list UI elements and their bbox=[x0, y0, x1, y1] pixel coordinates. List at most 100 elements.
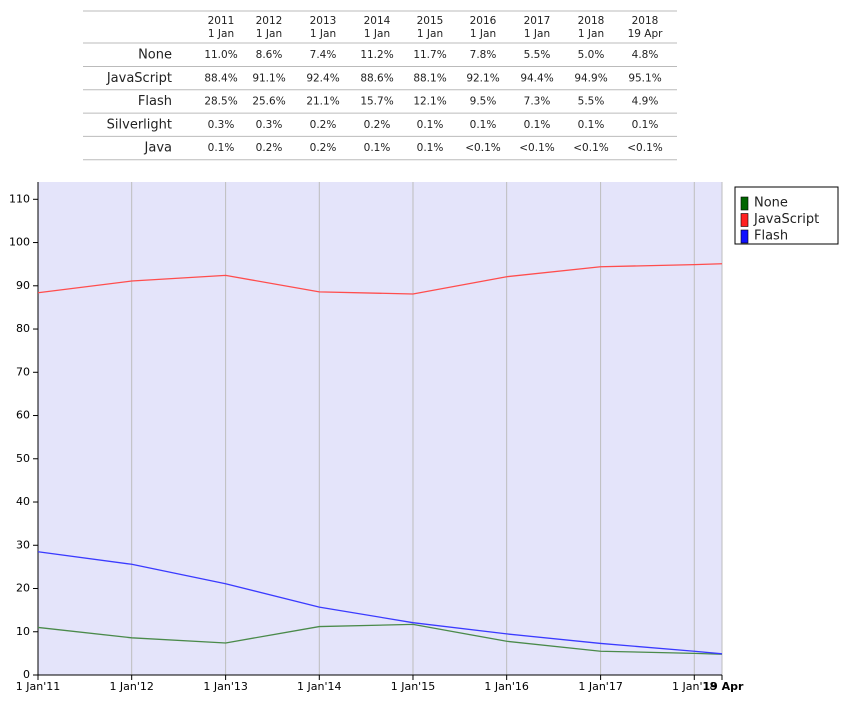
y-tick-label: 50 bbox=[16, 452, 30, 465]
legend-label: Flash bbox=[754, 229, 788, 244]
table-cell: 11.0% bbox=[204, 49, 237, 61]
series-line bbox=[37, 551, 723, 655]
table-cell: 0.1% bbox=[364, 142, 391, 154]
table-cell: 7.4% bbox=[310, 49, 337, 61]
legend-label: JavaScript bbox=[753, 212, 819, 227]
x-tick-label: 1 Jan'11 bbox=[16, 680, 60, 693]
y-tick-label: 100 bbox=[9, 236, 30, 249]
table-cell: 92.4% bbox=[306, 72, 339, 84]
table-cell: 4.9% bbox=[632, 96, 659, 108]
table-cell: 88.4% bbox=[204, 72, 237, 84]
row-label: Flash bbox=[138, 94, 172, 109]
column-date: 1 Jan bbox=[256, 28, 282, 40]
table-cell: 0.3% bbox=[208, 119, 235, 131]
column-year: 2018 bbox=[578, 15, 605, 27]
row-label: None bbox=[138, 48, 172, 63]
table-cell: 9.5% bbox=[470, 96, 497, 108]
column-date: 1 Jan bbox=[364, 28, 390, 40]
x-tick-label: 1 Jan'13 bbox=[203, 680, 247, 693]
legend-label: None bbox=[754, 196, 788, 211]
table-cell: 0.1% bbox=[470, 119, 497, 131]
y-tick-label: 80 bbox=[16, 322, 30, 335]
x-tick-label: 1 Jan'16 bbox=[484, 680, 528, 693]
table-cell: 91.1% bbox=[252, 72, 285, 84]
x-tick-label: 1 Jan'17 bbox=[578, 680, 622, 693]
x-tick-label: 19 Apr bbox=[703, 680, 745, 693]
table-cell: 11.7% bbox=[413, 49, 446, 61]
row-label: Java bbox=[144, 141, 172, 156]
table-cell: 11.2% bbox=[360, 49, 393, 61]
series-line bbox=[37, 623, 723, 655]
table-cell: 7.8% bbox=[470, 49, 497, 61]
column-year: 2014 bbox=[364, 15, 391, 27]
table-cell: 5.5% bbox=[524, 49, 551, 61]
table-cell: 15.7% bbox=[360, 96, 393, 108]
table-cell: <0.1% bbox=[573, 142, 608, 154]
legend-box bbox=[734, 186, 839, 245]
y-tick-label: 60 bbox=[16, 409, 30, 422]
table-cell: 88.6% bbox=[360, 72, 393, 84]
table-cell: 0.1% bbox=[524, 119, 551, 131]
table-cell: 7.3% bbox=[524, 96, 551, 108]
plot-area bbox=[38, 182, 722, 675]
column-year: 2011 bbox=[208, 15, 235, 27]
column-date: 1 Jan bbox=[524, 28, 550, 40]
table-cell: 94.9% bbox=[574, 72, 607, 84]
x-tick-label: 1 Jan'12 bbox=[109, 680, 153, 693]
column-year: 2015 bbox=[417, 15, 444, 27]
y-tick-label: 40 bbox=[16, 495, 30, 508]
table-cell: 28.5% bbox=[204, 96, 237, 108]
series-line bbox=[37, 263, 723, 295]
table-cell: 8.6% bbox=[256, 49, 283, 61]
y-tick-label: 10 bbox=[16, 625, 30, 638]
y-tick-label: 20 bbox=[16, 582, 30, 595]
table-cell: 0.1% bbox=[578, 119, 605, 131]
table-cell: 0.1% bbox=[417, 119, 444, 131]
table-cell: <0.1% bbox=[519, 142, 554, 154]
column-date: 1 Jan bbox=[310, 28, 336, 40]
table-cell: 5.0% bbox=[578, 49, 605, 61]
table-cell: 95.1% bbox=[628, 72, 661, 84]
row-label: Silverlight bbox=[107, 117, 172, 132]
legend-swatch bbox=[740, 229, 749, 244]
table-cell: 0.2% bbox=[310, 119, 337, 131]
legend-swatch bbox=[740, 196, 749, 211]
table-cell: 12.1% bbox=[413, 96, 446, 108]
column-year: 2017 bbox=[524, 15, 551, 27]
column-date: 1 Jan bbox=[578, 28, 604, 40]
table-cell: <0.1% bbox=[627, 142, 662, 154]
column-date: 19 Apr bbox=[628, 28, 664, 40]
table-cell: 0.3% bbox=[256, 119, 283, 131]
column-year: 2012 bbox=[256, 15, 283, 27]
column-year: 2013 bbox=[310, 15, 337, 27]
table-cell: 88.1% bbox=[413, 72, 446, 84]
x-tick-label: 1 Jan'18 bbox=[672, 680, 716, 693]
x-tick-label: 1 Jan'14 bbox=[297, 680, 341, 693]
table-cell: 0.2% bbox=[310, 142, 337, 154]
table-cell: 5.5% bbox=[578, 96, 605, 108]
table-cell: 25.6% bbox=[252, 96, 285, 108]
y-tick-label: 110 bbox=[9, 192, 30, 205]
y-tick-label: 30 bbox=[16, 538, 30, 551]
table-cell: 0.2% bbox=[364, 119, 391, 131]
column-date: 1 Jan bbox=[470, 28, 496, 40]
table-cell: 0.1% bbox=[417, 142, 444, 154]
table-cell: <0.1% bbox=[465, 142, 500, 154]
table-cell: 0.1% bbox=[632, 119, 659, 131]
y-tick-label: 90 bbox=[16, 279, 30, 292]
x-tick-label: 1 Jan'15 bbox=[391, 680, 435, 693]
column-date: 1 Jan bbox=[208, 28, 234, 40]
legend-swatch bbox=[740, 213, 749, 227]
table-cell: 92.1% bbox=[466, 72, 499, 84]
table-cell: 0.1% bbox=[208, 142, 235, 154]
column-year: 2018 bbox=[632, 15, 659, 27]
table-cell: 4.8% bbox=[632, 49, 659, 61]
y-tick-label: 70 bbox=[16, 365, 30, 378]
y-tick-label: 0 bbox=[23, 668, 30, 681]
row-label: JavaScript bbox=[106, 71, 172, 86]
column-date: 1 Jan bbox=[417, 28, 443, 40]
column-year: 2016 bbox=[470, 15, 497, 27]
table-cell: 21.1% bbox=[306, 96, 339, 108]
